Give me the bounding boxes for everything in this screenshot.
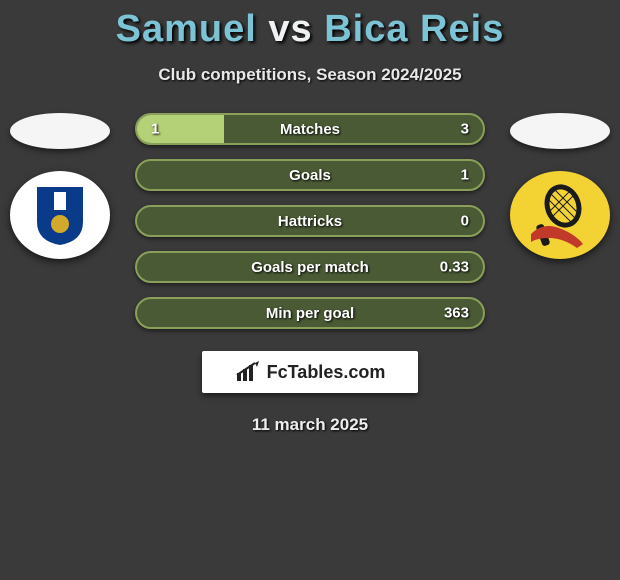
player2-name: Bica Reis [324, 8, 504, 50]
player2-flag [510, 113, 610, 149]
porto-crest-icon [32, 182, 88, 248]
stat-right-value: 0.33 [440, 259, 469, 276]
stat-bar: 1 Matches 3 [135, 113, 485, 145]
date-label: 11 march 2025 [0, 415, 620, 435]
stat-bar: Goals 1 [135, 159, 485, 191]
player2-club-badge [510, 171, 610, 259]
player1-flag [10, 113, 110, 149]
stat-right-value: 363 [444, 305, 469, 322]
right-column [500, 113, 620, 259]
chart-icon [235, 361, 261, 383]
stat-bar: Goals per match 0.33 [135, 251, 485, 283]
player1-name: Samuel [116, 8, 257, 50]
stat-bar: Min per goal 363 [135, 297, 485, 329]
stat-label: Goals per match [251, 259, 369, 276]
vs-label: vs [268, 8, 312, 50]
stat-bar: Hattricks 0 [135, 205, 485, 237]
stat-label: Matches [280, 121, 340, 138]
player1-club-badge [10, 171, 110, 259]
comparison-title: Samuel vs Bica Reis [0, 0, 620, 51]
brand-box[interactable]: FcTables.com [202, 351, 418, 393]
subtitle: Club competitions, Season 2024/2025 [0, 65, 620, 85]
stats-content: 1 Matches 3 Goals 1 Hattricks 0 Goals per match… [0, 113, 620, 329]
stat-right-value: 0 [461, 213, 469, 230]
stat-right-value: 3 [461, 121, 469, 138]
left-column [0, 113, 120, 259]
stat-label: Hattricks [278, 213, 342, 230]
stat-right-value: 1 [461, 167, 469, 184]
leixoes-crest-icon [525, 180, 595, 250]
stat-bars: 1 Matches 3 Goals 1 Hattricks 0 Goals per match… [135, 113, 485, 329]
brand-text: FcTables.com [267, 362, 386, 383]
stat-left-value: 1 [151, 121, 159, 138]
stat-label: Min per goal [266, 305, 354, 322]
stat-label: Goals [289, 167, 331, 184]
stat-bar-fill [137, 115, 224, 143]
